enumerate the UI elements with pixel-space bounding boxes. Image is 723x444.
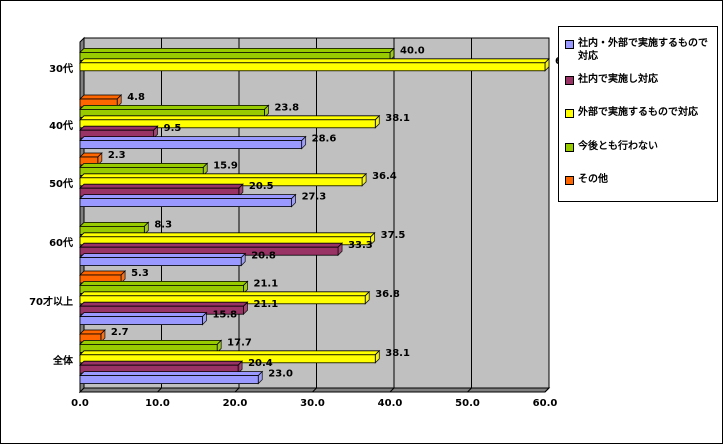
data-label: 38.1: [385, 113, 410, 124]
bar-top-face: [79, 270, 127, 276]
bar-top-face: [79, 232, 376, 238]
bar-top-face: [79, 350, 381, 356]
bar-top-face: [79, 280, 249, 286]
data-label: 40.0: [400, 45, 425, 56]
data-label: 2.7: [111, 327, 129, 338]
category-label: 60代: [49, 236, 73, 249]
bar-top-face: [79, 194, 297, 200]
category-label: 40代: [49, 119, 73, 132]
x-tick-label: 0.0: [71, 398, 89, 409]
x-tick-label: 20.0: [223, 398, 248, 409]
legend-label: 今後とも行わない: [578, 141, 658, 152]
gridline-floor: [544, 387, 550, 393]
gridline-floor: [157, 387, 162, 393]
gridline-floor: [312, 387, 317, 393]
data-label: 23.0: [268, 369, 293, 380]
data-label: 36.4: [372, 171, 397, 182]
gridline-floor: [389, 387, 395, 393]
legend-item: その他: [565, 173, 715, 186]
x-tick-label: 50.0: [455, 398, 480, 409]
bar-top-face: [79, 221, 150, 227]
bar-top-face: [79, 360, 244, 366]
data-label: 20.4: [248, 358, 273, 369]
data-label: 20.8: [251, 251, 276, 262]
legend-item: 社内で実施し対応: [565, 73, 715, 86]
data-label: 20.5: [249, 181, 274, 192]
bar-top-face: [79, 162, 209, 168]
bar-top-face: [79, 105, 270, 110]
legend-label: その他: [578, 174, 608, 185]
bar-top-face: [79, 58, 550, 64]
data-label: 28.6: [312, 134, 337, 145]
data-label: 36.8: [375, 289, 400, 300]
data-label: 5.3: [131, 268, 149, 279]
legend-swatch: [565, 143, 574, 152]
legend-item: 社内・外部で実施するもので対応: [565, 37, 715, 63]
data-label: 33.3: [348, 240, 373, 251]
data-label: 2.3: [108, 150, 126, 161]
gridline-floor: [234, 387, 240, 393]
data-label: 21.1: [254, 278, 279, 289]
data-label: 21.1: [254, 299, 279, 310]
x-tick-label: 10.0: [145, 398, 170, 409]
bar-top-face: [79, 291, 371, 297]
bar: [79, 140, 303, 150]
bar-top-face: [79, 242, 344, 248]
legend-swatch: [565, 176, 574, 185]
legend: 社内・外部で実施するもので対応 社内で実施し対応 外部で実施するもので対応 今後…: [558, 26, 718, 202]
bar-top-face: [79, 136, 307, 142]
bar: [79, 62, 546, 72]
legend-swatch: [565, 109, 574, 118]
bar-top-face: [79, 371, 264, 377]
legend-item: 外部で実施するもので対応: [565, 106, 715, 119]
legend-swatch: [565, 40, 574, 49]
bar-top-face: [79, 253, 247, 259]
data-label: 8.3: [154, 219, 172, 230]
data-label: 23.8: [274, 102, 299, 113]
legend-label: 社内・外部で実施するもので対応: [578, 38, 708, 62]
data-label: 9.5: [164, 123, 182, 134]
legend-swatch: [565, 76, 574, 85]
bar-top-face: [79, 312, 208, 318]
bar: [79, 316, 203, 326]
data-label: 15.8: [212, 310, 237, 321]
legend-label: 外部で実施するもので対応: [578, 107, 698, 118]
data-label: 27.3: [302, 192, 327, 203]
data-label: 37.5: [381, 230, 406, 241]
data-label: 17.7: [227, 337, 252, 348]
bar-top-face: [79, 301, 249, 307]
category-label: 70才以上: [29, 295, 73, 308]
legend-item: 今後とも行わない: [565, 140, 715, 153]
bar: [79, 119, 376, 129]
bar-top-face: [79, 94, 123, 100]
x-tick-label: 40.0: [378, 398, 403, 409]
bar-top-face: [79, 173, 368, 179]
bar-top-face: [79, 339, 223, 345]
bar-top-face: [79, 48, 395, 53]
x-tick-label: 60.0: [533, 398, 558, 409]
data-label: 4.8: [127, 92, 145, 103]
bar-top-face: [79, 125, 159, 131]
category-label: 30代: [49, 62, 73, 75]
gridline-floor: [467, 387, 472, 393]
bar-top-face: [79, 115, 381, 121]
category-label: 50代: [49, 177, 73, 190]
bar: [79, 257, 242, 267]
bar-top-face: [79, 183, 244, 189]
data-label: 38.1: [385, 348, 410, 359]
category-label: 全体: [52, 354, 74, 367]
data-label: 15.9: [213, 160, 238, 171]
bar: [79, 375, 259, 385]
legend-label: 社内で実施し対応: [578, 74, 658, 85]
x-tick-label: 30.0: [300, 398, 325, 409]
bar: [79, 198, 292, 208]
